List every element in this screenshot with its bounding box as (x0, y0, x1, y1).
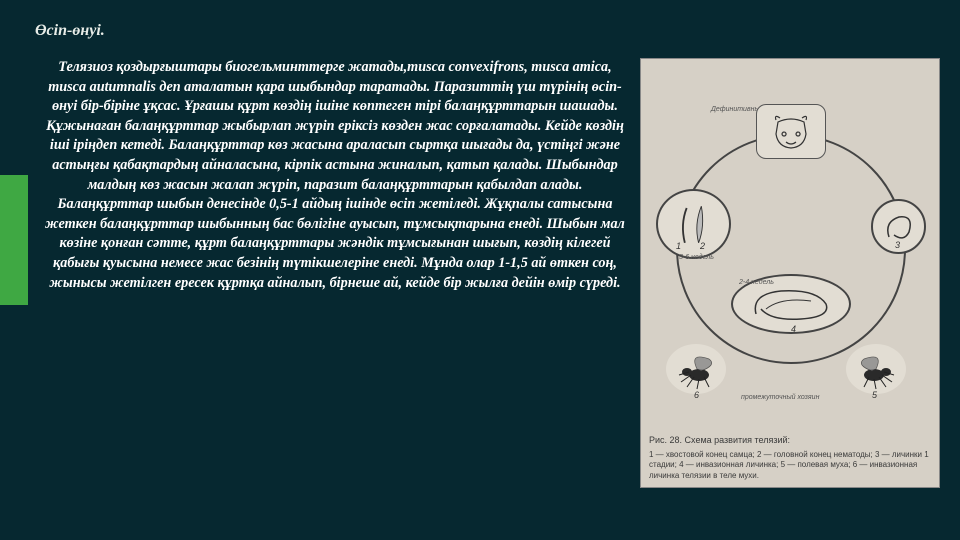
cow-icon (766, 112, 816, 152)
fly-icon (669, 347, 724, 392)
num-5: 5 (872, 390, 877, 400)
num-1: 1 (676, 241, 681, 251)
cycle-diagram: 1 2 3-6 недель 3 (661, 99, 921, 389)
body-text: Телязиоз қоздырғыштары биогельминттерге … (40, 58, 630, 488)
worm-right-node: 3 (871, 199, 926, 254)
num-2: 2 (700, 241, 705, 251)
weeks-label-1: 3-6 недель (679, 254, 714, 261)
num-4: 4 (791, 324, 796, 334)
num-6: 6 (694, 390, 699, 400)
weeks-label-2: 2-4 недель (739, 279, 774, 286)
caption-body: 1 — хвостовой конец самца; 2 — головной … (649, 450, 931, 481)
caption-title: Рис. 28. Схема развития телязий: (649, 435, 931, 447)
figure-column: Дефинитивный хозяин 1 2 (640, 58, 940, 488)
fly-icon-2 (849, 347, 904, 392)
cow-node (756, 104, 826, 159)
num-3: 3 (895, 240, 900, 250)
fly-left-node: 6 (666, 344, 726, 394)
lifecycle-figure: Дефинитивный хозяин 1 2 (640, 58, 940, 488)
slide: Өсіп-өнуі. Телязиоз қоздырғыштары биогел… (0, 0, 960, 540)
worm-pair-icon (664, 197, 724, 252)
larva-icon (741, 279, 841, 329)
figure-caption: Рис. 28. Схема развития телязий: 1 — хво… (649, 435, 931, 481)
worm-left-node: 1 2 (656, 189, 731, 259)
host-label: промежуточный хозяин (741, 394, 819, 401)
content-row: Телязиоз қоздырғыштары биогельминттерге … (40, 58, 940, 488)
fly-right-node: 5 (846, 344, 906, 394)
slide-title: Өсіп-өнуі. (35, 22, 940, 40)
